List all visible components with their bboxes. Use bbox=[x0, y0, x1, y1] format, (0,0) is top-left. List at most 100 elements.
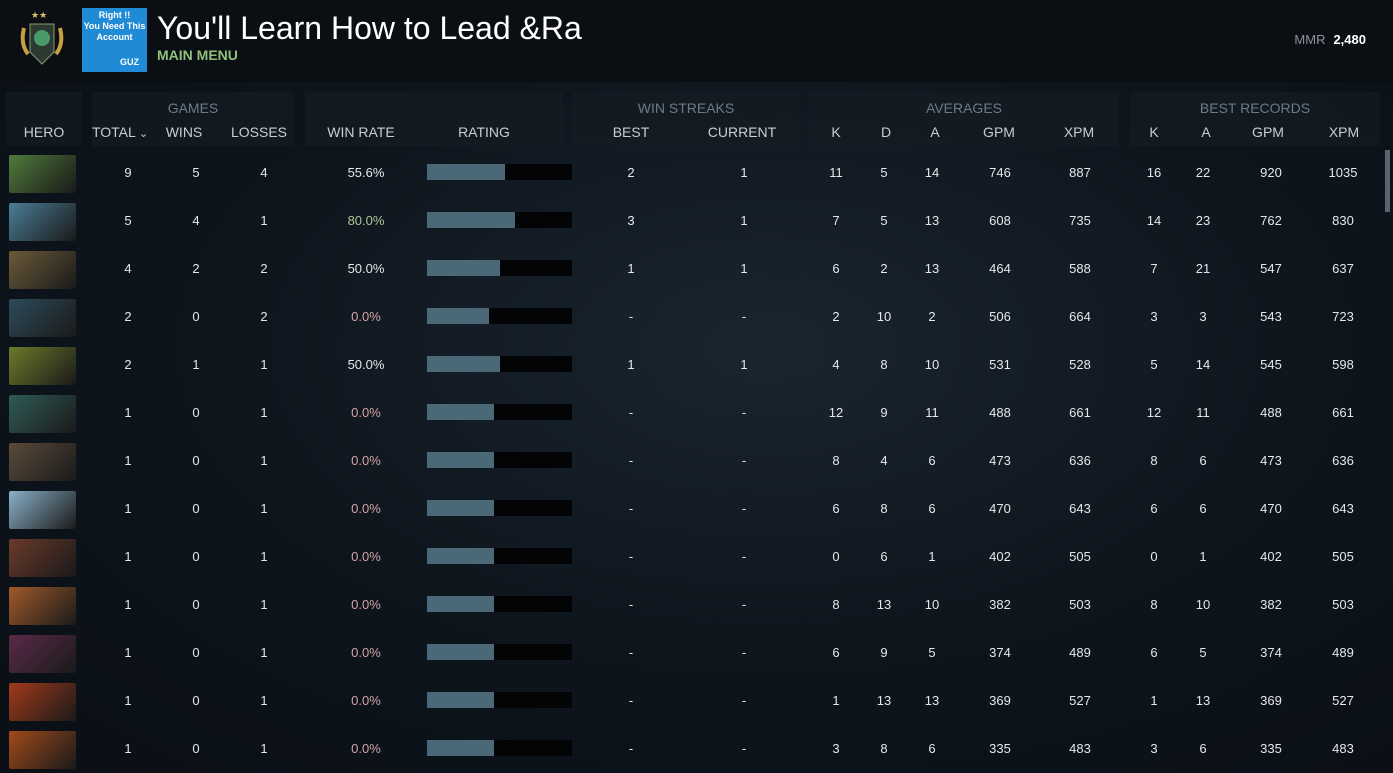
hero-portrait[interactable] bbox=[9, 347, 76, 385]
column-header-bxpm[interactable]: XPM bbox=[1328, 124, 1360, 140]
main-menu-link[interactable]: MAIN MENU bbox=[157, 47, 238, 63]
hero-portrait[interactable] bbox=[9, 683, 76, 721]
column-header-losses[interactable]: LOSSES bbox=[230, 124, 288, 140]
column-header-xpm[interactable]: XPM bbox=[1063, 124, 1095, 140]
cell-wins: 5 bbox=[192, 165, 200, 180]
cell-wins: 0 bbox=[192, 597, 200, 612]
rating-bar-fill bbox=[427, 308, 490, 324]
cell-wins: 2 bbox=[192, 261, 200, 276]
cell-total: 1 bbox=[124, 597, 132, 612]
avatar-text: You Need This bbox=[83, 21, 146, 31]
sort-chevron-icon[interactable]: ⌄ bbox=[135, 128, 149, 140]
rating-bar bbox=[427, 500, 572, 516]
cell-a: 6 bbox=[928, 501, 936, 516]
column-header-wins[interactable]: WINS bbox=[165, 124, 203, 140]
hero-portrait[interactable] bbox=[9, 155, 76, 193]
column-header-current[interactable]: CURRENT bbox=[707, 124, 777, 140]
cell-win-rate: 0.0% bbox=[351, 741, 381, 756]
table-row[interactable]: 1 0 1 0.0% - - 12 9 11 488 661 12 11 488 661 bbox=[0, 389, 1383, 437]
cell-k: 8 bbox=[832, 597, 840, 612]
cell-bxpm: 830 bbox=[1332, 213, 1354, 228]
table-row[interactable]: 1 0 1 0.0% - -8 13 10 382 503 8 10 382 503 bbox=[0, 581, 1383, 629]
table-row[interactable]: 1 0 1 0.0% - - 8 4 6 473 636 8 6 473 636 bbox=[0, 437, 1383, 485]
cell-ba: 21 bbox=[1195, 261, 1211, 276]
table-row[interactable]: 5 4 1 80.0% 3 1 7 5 13 608 735 14 23 762 830 bbox=[0, 197, 1383, 245]
column-header-total[interactable]: TOTAL ⌄ bbox=[91, 124, 149, 140]
column-header-hero[interactable]: HERO bbox=[23, 124, 65, 140]
hero-portrait[interactable] bbox=[9, 395, 76, 433]
cell-bxpm: 723 bbox=[1332, 309, 1354, 324]
table-row[interactable]: 1 0 1 0.0% - - 1 13 13 369 527 1 13 369 527 bbox=[0, 677, 1383, 725]
avatar[interactable]: Right !! You Need This Account GUZ bbox=[82, 8, 147, 72]
cell-gpm: 506 bbox=[989, 309, 1011, 324]
cell-current: - bbox=[741, 693, 747, 708]
table-row[interactable]: 2 1 1 50.0% 1 1 4 8 10 531 528 5 14 545 598 bbox=[0, 341, 1383, 389]
column-header-best[interactable]: BEST bbox=[612, 124, 650, 140]
cell-best: 2 bbox=[627, 165, 635, 180]
cell-d: 8 bbox=[880, 501, 888, 516]
column-header-bgpm[interactable]: GPM bbox=[1252, 124, 1284, 140]
column-header-rating[interactable]: RATING bbox=[458, 124, 510, 140]
table-row[interactable]: 9 5 4 55.6% 2 1 11 5 14 746 887 16 22 920 1035 bbox=[0, 149, 1383, 197]
hero-portrait[interactable] bbox=[9, 587, 76, 625]
hero-portrait[interactable] bbox=[9, 299, 76, 337]
cell-a: 10 bbox=[924, 357, 940, 372]
hero-portrait[interactable] bbox=[9, 203, 76, 241]
hero-portrait[interactable] bbox=[9, 635, 76, 673]
cell-bgpm: 335 bbox=[1260, 741, 1282, 756]
cell-bgpm: 402 bbox=[1260, 549, 1282, 564]
column-header-win_rate[interactable]: WIN RATE bbox=[327, 124, 395, 140]
column-header-a[interactable]: A bbox=[930, 124, 940, 140]
hero-portrait[interactable] bbox=[9, 731, 76, 769]
cell-k: 3 bbox=[832, 741, 840, 756]
cell-d: 5 bbox=[880, 165, 888, 180]
cell-k: 6 bbox=[832, 501, 840, 516]
cell-xpm: 489 bbox=[1069, 645, 1091, 660]
rating-bar-fill bbox=[427, 692, 494, 708]
cell-win-rate: 0.0% bbox=[351, 501, 381, 516]
rating-bar bbox=[427, 548, 572, 564]
cell-total: 2 bbox=[124, 309, 132, 324]
column-header-k[interactable]: K bbox=[831, 124, 841, 140]
cell-losses: 1 bbox=[260, 501, 268, 516]
hero-portrait[interactable] bbox=[9, 539, 76, 577]
cell-xpm: 527 bbox=[1069, 693, 1091, 708]
cell-xpm: 505 bbox=[1069, 549, 1091, 564]
cell-total: 1 bbox=[124, 741, 132, 756]
cell-losses: 1 bbox=[260, 453, 268, 468]
table-row[interactable]: 4 2 2 50.0% 1 1 6 2 13 464 588 7 21 547 637 bbox=[0, 245, 1383, 293]
table-row[interactable]: 1 0 1 0.0% - - 0 6 1 402 505 0 1 402 505 bbox=[0, 533, 1383, 581]
scrollbar[interactable] bbox=[1385, 150, 1390, 212]
cell-total: 1 bbox=[124, 549, 132, 564]
rating-bar bbox=[427, 260, 572, 276]
cell-bxpm: 1035 bbox=[1328, 165, 1358, 180]
cell-xpm: 643 bbox=[1069, 501, 1091, 516]
cell-best: - bbox=[628, 405, 634, 420]
table-row[interactable]: 1 0 1 0.0% - - 6 9 5 374 489 6 5 374 489 bbox=[0, 629, 1383, 677]
rating-bar-fill bbox=[427, 596, 494, 612]
column-header-ba[interactable]: A bbox=[1201, 124, 1211, 140]
column-header-gpm[interactable]: GPM bbox=[983, 124, 1015, 140]
cell-a: 5 bbox=[928, 645, 936, 660]
group-win-streaks: WIN STREAKS bbox=[637, 100, 735, 116]
cell-wins: 0 bbox=[192, 309, 200, 324]
cell-losses: 1 bbox=[260, 405, 268, 420]
rating-bar bbox=[427, 452, 572, 468]
cell-best: - bbox=[628, 693, 634, 708]
hero-portrait[interactable] bbox=[9, 491, 76, 529]
cell-best: - bbox=[628, 309, 634, 324]
cell-d: 2 bbox=[880, 261, 888, 276]
column-header-d[interactable]: D bbox=[880, 124, 892, 140]
table-row[interactable]: 1 0 1 0.0% - - 3 8 6 335 483 3 6 335 483 bbox=[0, 725, 1383, 773]
cell-bgpm: 473 bbox=[1260, 453, 1282, 468]
hero-portrait[interactable] bbox=[9, 251, 76, 289]
rating-bar bbox=[427, 596, 572, 612]
table-row[interactable]: 1 0 1 0.0% - - 6 8 6 470 643 6 6 470 643 bbox=[0, 485, 1383, 533]
column-header-bk[interactable]: K bbox=[1149, 124, 1159, 140]
table-row[interactable]: 2 0 2 0.0% - - 2 10 2 506 664 3 3 543 723 bbox=[0, 293, 1383, 341]
cell-d: 9 bbox=[880, 645, 888, 660]
cell-bk: 5 bbox=[1150, 357, 1158, 372]
hero-portrait[interactable] bbox=[9, 443, 76, 481]
cell-wins: 0 bbox=[192, 405, 200, 420]
cell-bk: 16 bbox=[1146, 165, 1162, 180]
